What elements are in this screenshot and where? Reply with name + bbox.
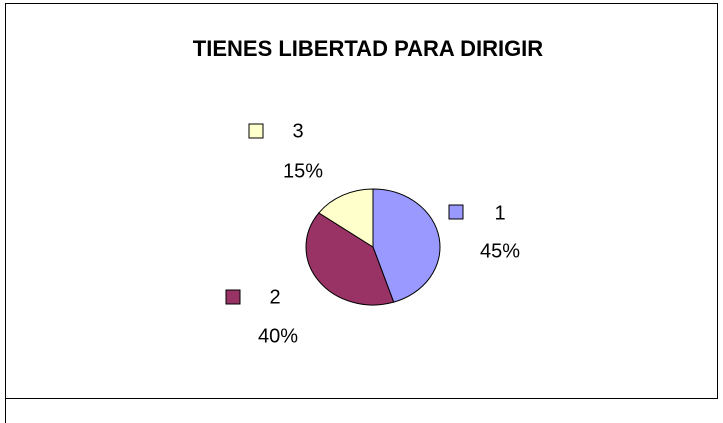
pie-slice [305,212,395,306]
label-category: 3 [292,120,303,142]
chart-title: TIENES LIBERTAD PARA DIRIGIR [193,36,543,61]
pie-slice [318,188,374,248]
label-key [448,204,464,220]
data-label: 45% [480,240,520,262]
data-label: 40% [258,325,298,347]
label-category: 1 [494,202,505,224]
data-label: 15% [283,160,323,182]
label-key [225,289,241,305]
label-category: 2 [269,286,280,308]
label-key [248,123,264,139]
pie-slice [372,188,441,303]
